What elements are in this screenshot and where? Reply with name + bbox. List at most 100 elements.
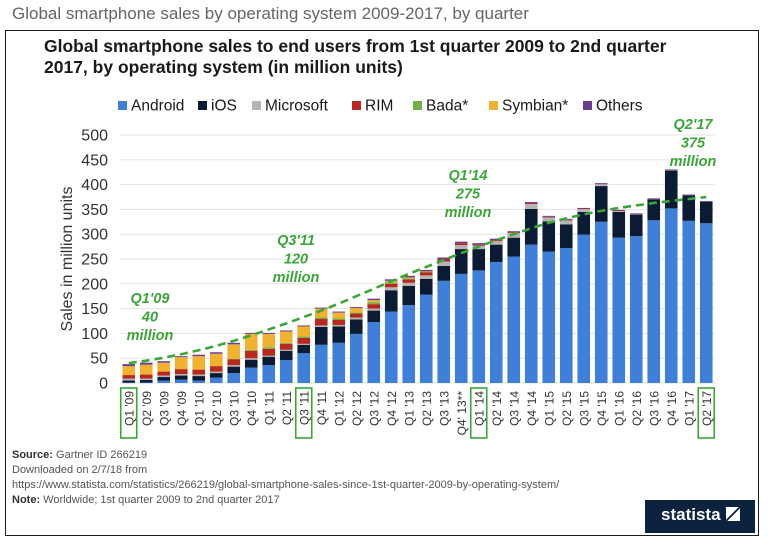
bar-segment <box>332 342 346 383</box>
bar-segment <box>227 358 241 360</box>
bar-segment <box>629 214 643 237</box>
x-tick-label: Q2 '09 <box>140 391 154 426</box>
legend-swatch <box>198 101 207 110</box>
bar-segment <box>314 317 328 320</box>
bar-segment <box>647 198 661 199</box>
bar-segment <box>402 278 416 280</box>
bar-segment <box>384 311 398 383</box>
bar-segment <box>472 244 486 246</box>
bar-segment <box>647 198 661 200</box>
x-tick-label: Q2 '17 <box>700 391 714 426</box>
bar-segment <box>402 285 416 306</box>
x-tick-label: Q4' 13** <box>455 391 469 436</box>
bar-segment <box>139 382 153 384</box>
bar-segment <box>279 350 293 361</box>
bar-segment <box>542 215 556 217</box>
bar-segment <box>227 366 241 374</box>
source-label: Source: <box>12 449 53 461</box>
bar-segment <box>489 241 503 245</box>
bar-segment <box>594 183 608 185</box>
bar-segment <box>524 201 538 203</box>
bar-segment <box>139 364 153 375</box>
bar-segment <box>542 217 556 222</box>
bar-segment <box>402 279 416 283</box>
statista-logo[interactable]: statista <box>645 500 755 533</box>
bar-segment <box>174 356 188 358</box>
bar-segment <box>699 201 713 224</box>
bar-segment <box>157 371 171 376</box>
bar-segment <box>209 373 223 378</box>
y-tick-label: 150 <box>81 301 108 318</box>
bar-segment <box>367 310 381 322</box>
legend-swatch <box>413 101 422 110</box>
bar-segment <box>139 378 153 381</box>
bar-segment <box>192 354 206 357</box>
bar-segment <box>437 280 451 383</box>
bar-segment <box>209 352 223 354</box>
note-label: Note: <box>12 494 41 506</box>
bar-segment <box>664 170 678 209</box>
bar-segment <box>262 333 276 348</box>
x-tick-label: Q3 '12 <box>367 391 381 426</box>
bar-segment <box>174 369 188 375</box>
bar-segment <box>279 330 293 332</box>
bar-segment <box>157 362 171 372</box>
bar-segment <box>507 231 521 233</box>
y-axis-label: Sales in million units <box>59 187 76 332</box>
source-url[interactable]: https://www.statista.com/statistics/2662… <box>12 479 560 491</box>
x-tick-label: Q1 '10 <box>192 391 206 426</box>
legend-swatch <box>583 101 592 110</box>
bar-segment <box>349 317 363 320</box>
bar-segment <box>297 336 311 338</box>
bar-segment <box>314 308 328 318</box>
bar-segment <box>454 245 468 250</box>
bar-segment <box>227 359 241 366</box>
bar-segment <box>384 290 398 312</box>
bar-segment <box>279 342 293 344</box>
bar-segment <box>419 271 433 272</box>
note-text: Worldwide; 1st quarter 2009 to 2nd quart… <box>43 494 280 506</box>
bar-segment <box>437 265 451 281</box>
bar-segment <box>367 321 381 383</box>
bar-segment <box>402 277 416 279</box>
bar-segment <box>314 325 328 327</box>
bar-segment <box>209 377 223 383</box>
legend-label: Symbian* <box>502 98 568 115</box>
bar-segment <box>244 349 258 351</box>
x-tick-label: Q3 '14 <box>507 391 521 426</box>
y-tick-label: 250 <box>81 252 108 269</box>
page-title: Global smartphone sales by operating sys… <box>12 4 529 23</box>
x-tick-label: Q2 '16 <box>630 391 644 426</box>
bar-segment <box>139 362 153 365</box>
y-tick-label: 450 <box>81 152 108 169</box>
highlight-box <box>469 387 488 439</box>
bar-segment <box>577 211 591 235</box>
bar-segment <box>419 272 433 276</box>
bar-segment <box>332 324 346 327</box>
bar-segment <box>472 243 486 245</box>
y-tick-label: 50 <box>90 351 108 368</box>
x-tick-label: Q3 '11 <box>297 391 311 425</box>
annotation-label: Q1'09 <box>131 291 170 307</box>
bar-segment <box>209 366 223 372</box>
bar-segment <box>472 270 486 383</box>
x-tick-label: Q1 '09 <box>122 391 136 426</box>
bar-segment <box>384 287 398 291</box>
bar-segment <box>612 210 626 212</box>
bar-segment <box>419 294 433 383</box>
bar-segment <box>244 350 258 359</box>
bar-segment <box>192 376 206 381</box>
x-tick-label: Q1 '15 <box>542 391 556 426</box>
bar-segment <box>332 320 346 325</box>
bar-segment <box>594 184 608 187</box>
y-tick-label: 100 <box>81 326 108 343</box>
bar-segment <box>244 332 258 334</box>
bar-segment <box>279 343 293 350</box>
highlight-box <box>119 387 138 439</box>
bar-segment <box>489 238 503 241</box>
bar-segment <box>262 332 276 334</box>
annotation-label: Q2'17 <box>674 117 714 133</box>
bar-segment <box>227 342 241 345</box>
y-tick-label: 200 <box>81 276 108 293</box>
bar-segment <box>262 356 276 366</box>
